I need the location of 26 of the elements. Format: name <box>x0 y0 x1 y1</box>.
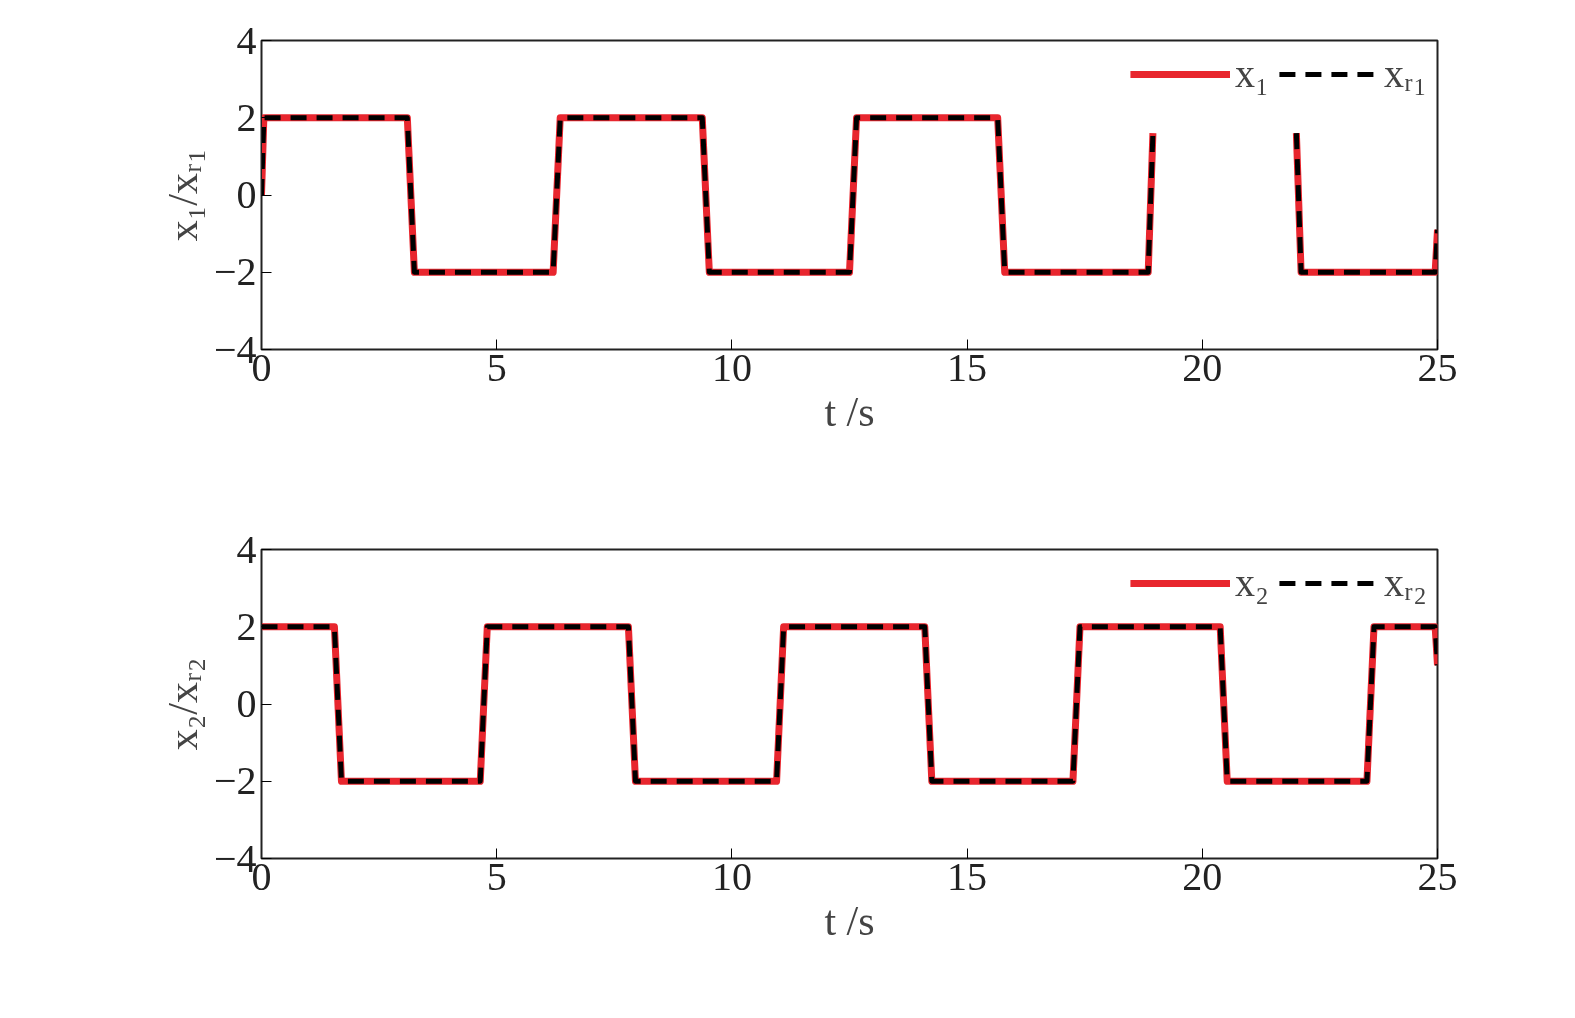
y-axis-title: x₁/xᵣ₁ <box>159 148 206 242</box>
y-tick-label: 4 <box>236 17 257 63</box>
x-tick-label: 10 <box>711 853 752 899</box>
y-tick-label: 2 <box>236 94 257 140</box>
x-axis-title: t /s <box>824 388 875 435</box>
x-tick-label: 10 <box>711 344 752 390</box>
y-tick-label: 0 <box>236 172 257 217</box>
y-tick-label: −2 <box>213 249 257 295</box>
x-tick-label: 25 <box>1417 853 1458 899</box>
x-tick-label: 15 <box>947 344 988 390</box>
x-tick-label: 15 <box>947 853 988 899</box>
legend-label: xᵣ₁ <box>1383 50 1427 97</box>
x-axis-title: t /s <box>824 897 875 944</box>
y-axis-title: x₂/xᵣ₂ <box>159 657 206 751</box>
x-tick-label: 25 <box>1417 344 1458 390</box>
x-tick-label: 20 <box>1182 853 1223 899</box>
x-tick-label: 5 <box>486 344 507 390</box>
legend-label: xᵣ₂ <box>1383 559 1427 606</box>
legend-label: x₁ <box>1234 50 1269 97</box>
x-tick-label: 5 <box>486 853 507 899</box>
y-tick-label: 0 <box>236 681 257 726</box>
y-tick-label: 4 <box>236 526 257 572</box>
x-tick-label: 20 <box>1182 344 1223 390</box>
legend-label: x₂ <box>1234 559 1269 606</box>
y-tick-label: −2 <box>213 758 257 804</box>
y-tick-label: 2 <box>236 603 257 649</box>
